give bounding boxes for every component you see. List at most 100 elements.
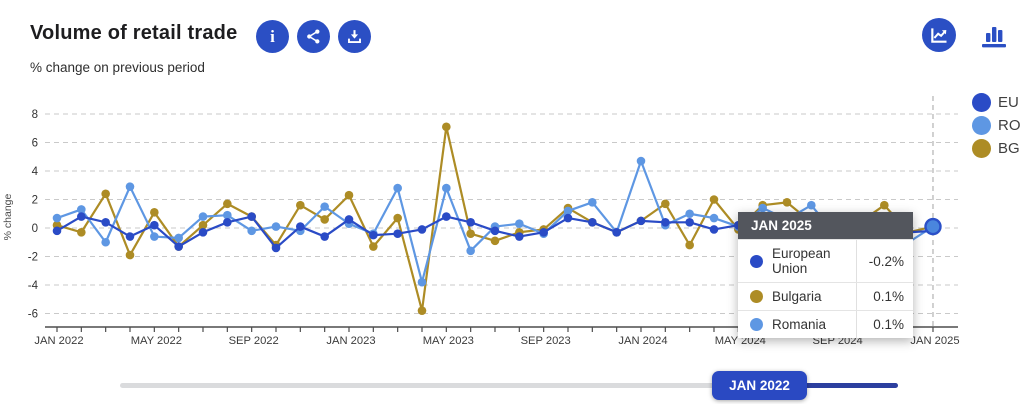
- data-point-EU[interactable]: [344, 215, 354, 224]
- data-point-EU[interactable]: [685, 218, 694, 227]
- svg-text:-4: -4: [28, 280, 39, 292]
- data-point-RO[interactable]: [807, 200, 816, 210]
- share-button[interactable]: [297, 20, 330, 53]
- data-point-RO[interactable]: [52, 213, 62, 223]
- data-point-EU[interactable]: [271, 243, 281, 253]
- data-point-RO[interactable]: [174, 233, 183, 243]
- data-point-EU[interactable]: [101, 218, 110, 227]
- data-point-BG[interactable]: [223, 199, 232, 209]
- data-point-BG[interactable]: [320, 215, 329, 224]
- data-point-BG[interactable]: [442, 122, 451, 132]
- data-point-BG[interactable]: [782, 198, 792, 207]
- data-point-EU[interactable]: [223, 218, 232, 227]
- legend-item-bg[interactable]: BG: [972, 139, 1021, 158]
- legend-item-eu[interactable]: EU: [972, 93, 1021, 112]
- data-point-EU[interactable]: [588, 218, 597, 227]
- data-point-RO[interactable]: [77, 205, 86, 214]
- data-point-EU[interactable]: [125, 232, 135, 241]
- data-point-BG[interactable]: [709, 195, 719, 204]
- data-point-EU[interactable]: [636, 216, 646, 226]
- svg-text:SEP 2022: SEP 2022: [229, 335, 279, 347]
- data-point-RO[interactable]: [515, 219, 524, 229]
- tooltip-header: JAN 2025: [738, 212, 913, 239]
- data-point-BG[interactable]: [417, 306, 427, 315]
- data-point-EU[interactable]: [539, 227, 548, 237]
- data-point-RO[interactable]: [393, 183, 402, 193]
- data-point-EU[interactable]: [247, 212, 256, 221]
- data-point-BG[interactable]: [369, 242, 378, 251]
- data-point-BG[interactable]: [125, 250, 135, 260]
- data-point-EU[interactable]: [515, 232, 524, 241]
- data-point-EU[interactable]: [52, 226, 62, 236]
- data-point-EU[interactable]: [77, 212, 86, 221]
- data-point-BG[interactable]: [296, 200, 305, 210]
- bar-chart-icon: [982, 27, 1006, 48]
- data-point-RO[interactable]: [125, 182, 135, 191]
- data-point-EU[interactable]: [369, 230, 378, 240]
- data-point-RO[interactable]: [685, 209, 694, 219]
- data-point-EU[interactable]: [393, 229, 402, 238]
- data-point-RO[interactable]: [709, 213, 719, 223]
- data-point-RO[interactable]: [223, 210, 232, 220]
- svg-text:MAY 2022: MAY 2022: [131, 335, 182, 347]
- data-point-RO[interactable]: [466, 246, 475, 256]
- svg-text:2: 2: [32, 195, 38, 207]
- svg-text:JAN 2022: JAN 2022: [34, 335, 83, 347]
- time-slider-handle[interactable]: JAN 2022: [712, 371, 807, 400]
- tooltip: JAN 2025 European Union -0.2% Bulgaria 0…: [738, 212, 913, 338]
- legend-item-ro[interactable]: RO: [972, 116, 1021, 135]
- data-point-EU[interactable]: [150, 220, 159, 230]
- svg-text:0: 0: [32, 223, 38, 235]
- data-point-BG[interactable]: [466, 229, 475, 238]
- data-point-BG[interactable]: [490, 236, 500, 246]
- download-button[interactable]: [338, 20, 371, 53]
- data-point-EU[interactable]: [198, 227, 208, 237]
- data-point-BG[interactable]: [101, 189, 110, 199]
- highlighted-data-point[interactable]: [924, 217, 942, 236]
- data-point-BG[interactable]: [661, 199, 670, 209]
- data-point-RO[interactable]: [563, 206, 573, 216]
- data-point-EU[interactable]: [442, 212, 451, 221]
- data-point-BG[interactable]: [77, 227, 86, 237]
- data-point-EU[interactable]: [296, 222, 305, 231]
- data-point-RO[interactable]: [442, 183, 451, 193]
- data-point-RO[interactable]: [198, 212, 208, 221]
- data-point-EU[interactable]: [417, 225, 427, 234]
- data-point-RO[interactable]: [320, 202, 329, 211]
- data-point-EU[interactable]: [709, 225, 719, 234]
- info-button[interactable]: i: [256, 20, 289, 53]
- data-point-BG[interactable]: [150, 208, 159, 217]
- data-point-RO[interactable]: [150, 232, 159, 241]
- data-point-BG[interactable]: [393, 213, 402, 223]
- data-point-EU[interactable]: [466, 218, 475, 227]
- bar-chart-toggle-button[interactable]: [977, 19, 1011, 52]
- data-point-EU[interactable]: [563, 213, 573, 223]
- svg-text:4: 4: [32, 166, 39, 178]
- data-point-RO[interactable]: [758, 203, 767, 213]
- svg-text:MAY 2023: MAY 2023: [423, 335, 474, 347]
- svg-text:JAN 2024: JAN 2024: [618, 335, 667, 347]
- data-point-BG[interactable]: [198, 220, 208, 230]
- data-point-RO[interactable]: [636, 156, 646, 166]
- line-chart-toggle-button[interactable]: [922, 18, 956, 52]
- data-point-RO[interactable]: [247, 226, 256, 236]
- data-point-EU[interactable]: [320, 232, 329, 241]
- data-point-RO[interactable]: [417, 277, 427, 287]
- data-point-RO[interactable]: [588, 198, 597, 207]
- svg-text:JAN 2023: JAN 2023: [326, 335, 375, 347]
- time-slider-track[interactable]: [120, 383, 898, 388]
- data-point-EU[interactable]: [174, 242, 183, 251]
- svg-text:SEP 2023: SEP 2023: [521, 335, 571, 347]
- data-point-BG[interactable]: [880, 200, 889, 210]
- data-point-BG[interactable]: [344, 190, 354, 200]
- y-axis-label: % change: [2, 193, 14, 240]
- data-point-BG[interactable]: [685, 240, 694, 250]
- data-point-EU[interactable]: [612, 227, 621, 237]
- data-point-RO[interactable]: [271, 222, 281, 231]
- data-point-EU[interactable]: [490, 226, 500, 236]
- tooltip-value: 0.1%: [856, 311, 913, 338]
- data-point-RO[interactable]: [101, 237, 110, 247]
- share-icon: [307, 29, 320, 44]
- data-point-EU[interactable]: [661, 218, 670, 227]
